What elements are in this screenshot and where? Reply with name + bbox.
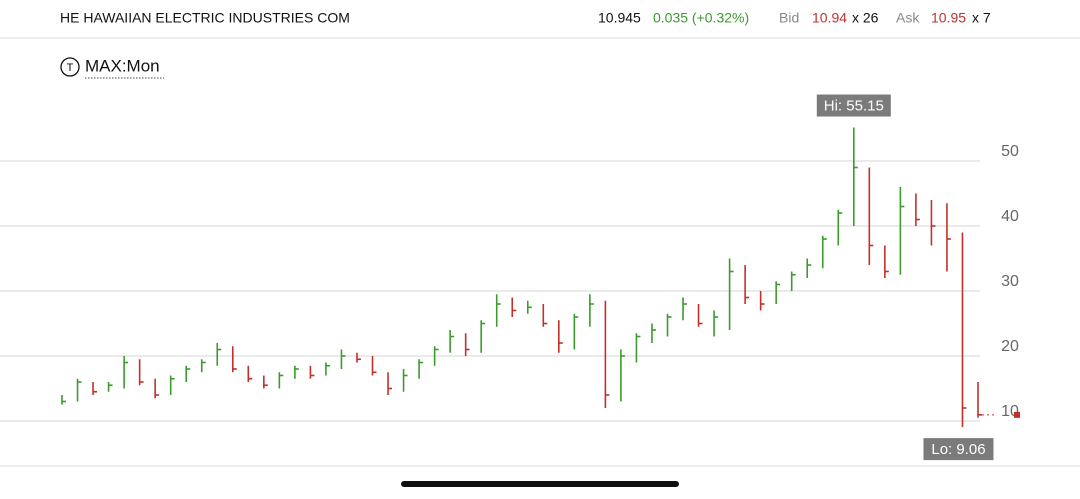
price-bar (837, 209, 843, 246)
price-bar (961, 232, 967, 428)
price-bar (573, 313, 579, 350)
price-bar (697, 304, 703, 327)
price-bar (449, 330, 455, 353)
price-bar (216, 343, 222, 366)
price-bar (200, 359, 206, 373)
price-bar (806, 258, 812, 278)
price-bar (76, 378, 82, 402)
high-label: Hi: 55.15 (824, 97, 884, 114)
price-bar (604, 300, 610, 408)
price-bar (852, 127, 858, 226)
price-bar (759, 291, 765, 311)
price-bar (356, 352, 361, 363)
ask-price: 10.95 (931, 10, 966, 26)
range-label[interactable]: MAX:Mon (85, 56, 160, 75)
price-bar (169, 375, 175, 395)
range-icon: T (67, 62, 74, 74)
y-tick-label: 40 (1001, 208, 1019, 225)
price-bar (526, 300, 532, 314)
price-bar (107, 382, 113, 392)
range-icon-ring (60, 57, 80, 77)
price-bar (884, 245, 889, 278)
home-indicator (401, 481, 679, 487)
price-bar (713, 310, 719, 337)
range-selector[interactable]: T MAX:Mon (60, 56, 164, 79)
price-bar (635, 333, 641, 363)
price-bar (278, 372, 284, 389)
price-bar (744, 265, 750, 304)
ask-size: x 7 (972, 10, 991, 26)
y-tick-label: 20 (1001, 338, 1019, 355)
price-bar (977, 382, 982, 418)
high-label-box (816, 94, 891, 117)
last-price: 10.945 (598, 10, 641, 26)
price-bar (263, 375, 268, 389)
price-bar (294, 365, 299, 379)
price-bar (728, 258, 734, 330)
bid-size: x 26 (852, 10, 879, 26)
price-bar (775, 281, 781, 304)
price-bar (371, 356, 377, 376)
price-bar (821, 235, 827, 269)
price-bar (154, 378, 160, 399)
price-bar (589, 294, 594, 327)
last-price-marker (1014, 411, 1020, 418)
price-bar (433, 346, 439, 366)
low-label-box (923, 438, 994, 461)
price-bar (231, 346, 237, 373)
price-bar (325, 362, 330, 376)
price-bar (666, 313, 672, 337)
price-bar (930, 200, 936, 246)
price-change: 0.035 (+0.32%) (653, 10, 749, 26)
price-bar (309, 365, 315, 379)
price-bar (418, 359, 424, 379)
y-tick-label: 30 (1001, 273, 1019, 290)
bid-label: Bid (779, 10, 799, 26)
bid-price: 10.94 (812, 10, 847, 26)
price-bar (464, 333, 470, 356)
price-bar (123, 356, 129, 389)
price-bar (558, 320, 563, 353)
price-bar (61, 395, 66, 405)
y-tick-label: 50 (1001, 143, 1019, 160)
price-bar (682, 297, 688, 321)
price-bar (138, 359, 144, 386)
price-bar (651, 323, 656, 343)
price-bar (542, 304, 548, 327)
price-bar (899, 187, 905, 275)
price-bar (247, 365, 253, 382)
price-bar (511, 297, 517, 317)
low-label: Lo: 9.06 (931, 441, 985, 458)
price-bar (620, 349, 625, 402)
price-bar (92, 382, 98, 395)
price-bar (340, 349, 346, 369)
price-bar (402, 369, 408, 392)
price-bar (790, 271, 796, 291)
ticker-title: HE HAWAIIAN ELECTRIC INDUSTRIES COM (60, 10, 350, 26)
price-bar (915, 193, 920, 226)
price-bar (480, 320, 486, 353)
ask-label: Ask (896, 10, 920, 26)
price-bar (868, 167, 874, 265)
price-bar (185, 365, 191, 382)
price-bar (946, 203, 951, 272)
price-bar (495, 294, 501, 327)
price-bar (387, 372, 393, 395)
